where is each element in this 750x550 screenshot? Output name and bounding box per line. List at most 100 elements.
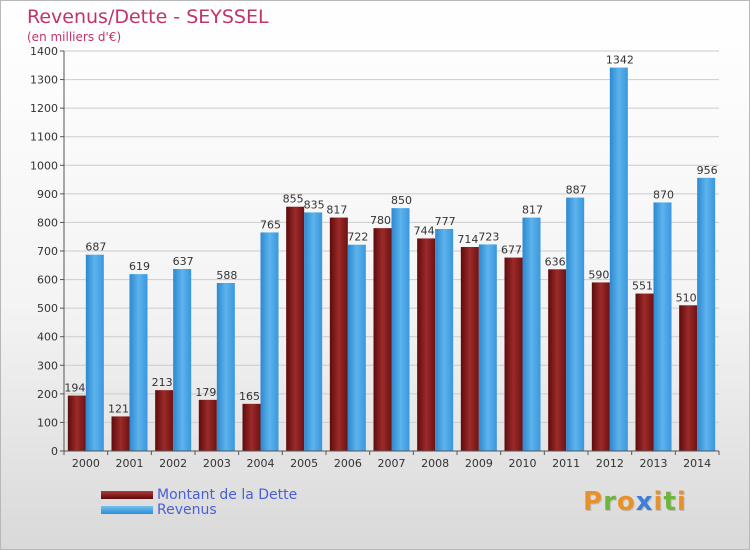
y-tick-label: 700 [37, 245, 58, 258]
x-tick-label: 2014 [683, 457, 711, 470]
x-tick-label: 2002 [159, 457, 187, 470]
bar-dette [679, 305, 698, 451]
logo-letter: r [603, 487, 617, 517]
data-label-revenus: 835 [304, 198, 325, 211]
x-tick-label: 2005 [290, 457, 318, 470]
data-label-revenus: 870 [653, 188, 674, 201]
legend-item-dette: Montant de la Dette [101, 486, 298, 503]
bar-revenus [216, 283, 235, 451]
data-label-revenus: 722 [347, 231, 368, 244]
legend-swatch-revenus [101, 505, 153, 514]
y-tick-label: 1000 [30, 159, 58, 172]
data-label-dette: 510 [676, 291, 697, 304]
y-tick-label: 500 [37, 302, 58, 315]
data-label-revenus: 765 [260, 218, 281, 231]
y-tick-label: 800 [37, 216, 58, 229]
bar-dette [373, 228, 392, 451]
bar-revenus [129, 274, 148, 451]
data-label-dette: 121 [108, 402, 129, 415]
data-label-dette: 744 [414, 224, 435, 237]
logo-letter: t [663, 487, 677, 517]
data-label-revenus: 777 [435, 215, 456, 228]
logo-letter: i [676, 487, 687, 517]
y-tick-label: 1100 [30, 131, 58, 144]
bar-revenus [173, 269, 192, 451]
x-tick-label: 2010 [509, 457, 537, 470]
bar-dette [460, 247, 479, 451]
bar-dette [286, 206, 305, 451]
data-label-dette: 551 [632, 280, 653, 293]
bar-dette [635, 293, 654, 451]
x-tick-label: 2004 [247, 457, 275, 470]
x-tick-label: 2001 [116, 457, 144, 470]
bar-dette [242, 403, 261, 451]
data-label-dette: 677 [501, 244, 522, 257]
data-label-revenus: 956 [697, 164, 718, 177]
data-label-revenus: 723 [478, 230, 499, 243]
bar-dette [329, 217, 348, 451]
bar-revenus [391, 208, 410, 451]
bar-dette [548, 269, 567, 451]
y-tick-label: 0 [51, 445, 58, 458]
data-label-revenus: 1342 [606, 54, 634, 67]
data-label-dette: 636 [545, 255, 566, 268]
legend-label-dette: Montant de la Dette [157, 486, 298, 503]
proxiti-logo: Proxiti [583, 487, 687, 517]
logo-letter: P [583, 487, 604, 517]
y-tick-label: 1300 [30, 74, 58, 87]
bar-dette [591, 282, 610, 451]
y-tick-label: 400 [37, 331, 58, 344]
data-label-revenus: 850 [391, 194, 412, 207]
logo-letter: x [635, 487, 654, 517]
data-label-dette: 590 [588, 268, 609, 281]
y-tick-label: 1400 [30, 45, 58, 58]
bar-revenus [522, 217, 541, 451]
data-label-dette: 855 [283, 193, 304, 206]
y-tick-label: 300 [37, 359, 58, 372]
legend-item-revenus: Revenus [101, 501, 297, 518]
x-tick-label: 2006 [334, 457, 362, 470]
legend-swatch-dette [101, 490, 153, 499]
chart-subtitle: (en milliers d'€) [27, 30, 122, 44]
x-tick-label: 2013 [640, 457, 668, 470]
x-tick-label: 2012 [596, 457, 624, 470]
data-label-revenus: 637 [173, 255, 194, 268]
bar-revenus [566, 197, 585, 451]
data-label-dette: 194 [64, 382, 85, 395]
bar-dette [111, 416, 130, 451]
bar-revenus [347, 244, 366, 451]
x-tick-label: 2007 [378, 457, 406, 470]
data-label-revenus: 619 [129, 260, 150, 273]
data-label-revenus: 887 [566, 184, 587, 197]
x-tick-label: 2003 [203, 457, 231, 470]
bar-dette [155, 390, 174, 451]
data-label-dette: 817 [326, 204, 347, 217]
data-label-revenus: 817 [522, 204, 543, 217]
x-tick-label: 2000 [72, 457, 100, 470]
y-tick-label: 600 [37, 274, 58, 287]
x-tick-label: 2009 [465, 457, 493, 470]
data-label-dette: 213 [152, 376, 173, 389]
data-label-dette: 165 [239, 390, 260, 403]
legend-label-revenus: Revenus [157, 501, 217, 518]
bar-dette [504, 257, 523, 451]
data-label-dette: 780 [370, 214, 391, 227]
bar-dette [417, 238, 436, 451]
data-label-revenus: 588 [216, 269, 237, 282]
bar-revenus [85, 254, 104, 451]
y-tick-label: 1200 [30, 102, 58, 115]
logo-letter: i [653, 487, 664, 517]
bar-revenus [435, 229, 454, 451]
bar-revenus [478, 244, 497, 451]
bar-dette [67, 395, 86, 451]
bar-revenus [697, 177, 716, 451]
data-label-dette: 179 [195, 386, 216, 399]
y-tick-label: 100 [37, 416, 58, 429]
bar-revenus [653, 202, 672, 451]
y-tick-label: 200 [37, 388, 58, 401]
logo-letter: o [616, 487, 636, 517]
bar-revenus [609, 67, 628, 452]
bar-revenus [304, 212, 323, 451]
